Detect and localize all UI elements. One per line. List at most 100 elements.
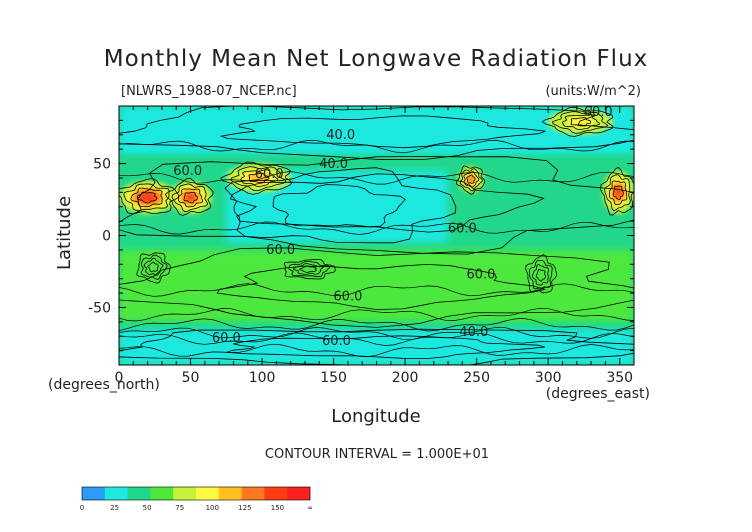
contour-label: 60.0 — [448, 222, 477, 237]
colorbar: 0 25 50 75 100 125 150 ∞ — [80, 486, 313, 512]
contour-line — [288, 261, 331, 278]
x-axis-label: Longitude — [331, 406, 421, 427]
contour-line — [248, 172, 270, 183]
contour-line — [119, 106, 634, 161]
contour-line — [562, 114, 600, 130]
contour-label: 60.0 — [173, 164, 202, 179]
x-unit-label: (degrees_east) — [546, 386, 650, 402]
contour-label: 60.0 — [322, 334, 351, 349]
colorbar-label: ∞ — [307, 504, 313, 512]
contour-label: 40.0 — [319, 157, 348, 172]
contour-label: 60.0 — [466, 268, 495, 283]
contour-line — [119, 307, 634, 322]
contour-line — [119, 318, 634, 332]
region-arabia — [169, 180, 212, 214]
contour-line — [119, 326, 634, 341]
colorbar-swatch — [218, 487, 242, 500]
contour-line — [229, 173, 545, 233]
colorbar-swatch — [264, 487, 288, 500]
colorbar-label: 0 — [80, 504, 84, 512]
colorbar-label: 75 — [175, 504, 184, 512]
contour-line — [136, 252, 171, 284]
contour-line — [123, 183, 170, 211]
colorbar-swatch — [82, 487, 106, 500]
colorbar-swatch — [127, 487, 151, 500]
contour-line — [552, 111, 609, 134]
colorbar-label: 150 — [271, 504, 284, 512]
contour-line — [456, 165, 486, 195]
contour-label: 60.0 — [333, 289, 362, 304]
x-tick-label: 50 — [182, 370, 200, 386]
contour-line — [608, 180, 628, 206]
contour-line — [226, 335, 546, 359]
heatmap-fill — [119, 106, 634, 365]
contour-line — [216, 263, 547, 310]
colorbar-swatch — [287, 487, 311, 500]
contour-lines — [119, 106, 634, 365]
contour-line — [119, 332, 634, 346]
contour-line — [119, 178, 179, 215]
contour-interval: CONTOUR INTERVAL = 1.000E+01 — [265, 447, 489, 462]
contour-label: 60.0 — [584, 105, 613, 120]
contour-line — [119, 343, 634, 358]
y-tick-label: -50 — [88, 300, 111, 316]
x-tick-label: 0 — [115, 370, 124, 386]
contour-line — [119, 140, 634, 154]
x-tick-label: 200 — [392, 370, 419, 386]
contour-line — [178, 188, 204, 208]
dataset-filename: [NLWRS_1988-07_NCEP.nc] — [121, 84, 297, 99]
contour-line — [599, 166, 634, 216]
y-axis-label: Latitude — [54, 196, 75, 270]
contour-line — [525, 254, 557, 294]
contour-line — [220, 161, 293, 195]
contour-line — [532, 264, 550, 286]
contour-line — [219, 115, 546, 149]
contour-label: 60.0 — [255, 167, 284, 182]
y-tick-label: 50 — [93, 157, 111, 173]
contour-line — [283, 258, 336, 280]
colorbar-swatch — [104, 487, 128, 500]
contour-label: 60.0 — [212, 331, 241, 346]
contour-line — [171, 183, 209, 213]
colorbar-swatch — [150, 487, 174, 500]
y-unit-label: (degrees_north) — [48, 377, 160, 393]
x-tick-label: 100 — [249, 370, 276, 386]
y-tick-label: 0 — [102, 229, 111, 245]
contour-line — [459, 168, 483, 192]
units-label: (units:W/m^2) — [545, 84, 641, 99]
contour-line — [119, 171, 634, 185]
contour-line — [165, 178, 214, 216]
contour-line — [466, 174, 476, 184]
contour-line — [292, 263, 324, 275]
x-tick-label: 250 — [463, 370, 490, 386]
contour-label: 60.0 — [266, 243, 295, 258]
x-tick-label: 300 — [535, 370, 562, 386]
contour-line — [137, 191, 158, 204]
colorbar-label: 25 — [110, 504, 119, 512]
colorbar-label: 125 — [238, 504, 251, 512]
contour-label: 40.0 — [459, 325, 488, 340]
contour-line — [570, 117, 592, 127]
x-tick-label: 150 — [320, 370, 347, 386]
colorbar-swatch — [241, 487, 265, 500]
contour-line — [143, 257, 164, 276]
contour-line — [140, 254, 168, 280]
x-axis-ticks: 0 50 100 150 200 250 300 350 — [115, 106, 635, 386]
contour-line — [298, 265, 317, 273]
contour-line — [535, 269, 547, 282]
contour-line — [147, 261, 159, 273]
contour-line — [240, 169, 279, 188]
colorbar-swatch — [173, 487, 197, 500]
contour-line — [119, 221, 634, 235]
contour-line — [541, 106, 614, 137]
colorbar-swatch — [196, 487, 220, 500]
contour-line — [119, 283, 634, 297]
colorbar-frame — [81, 486, 311, 501]
contour-line — [272, 184, 406, 228]
region-sahara — [119, 180, 177, 214]
chart-title: Monthly Mean Net Longwave Radiation Flux — [104, 46, 649, 72]
colorbar-label: 50 — [143, 504, 152, 512]
contour-line — [119, 247, 634, 328]
contour-label: 40.0 — [326, 128, 355, 143]
